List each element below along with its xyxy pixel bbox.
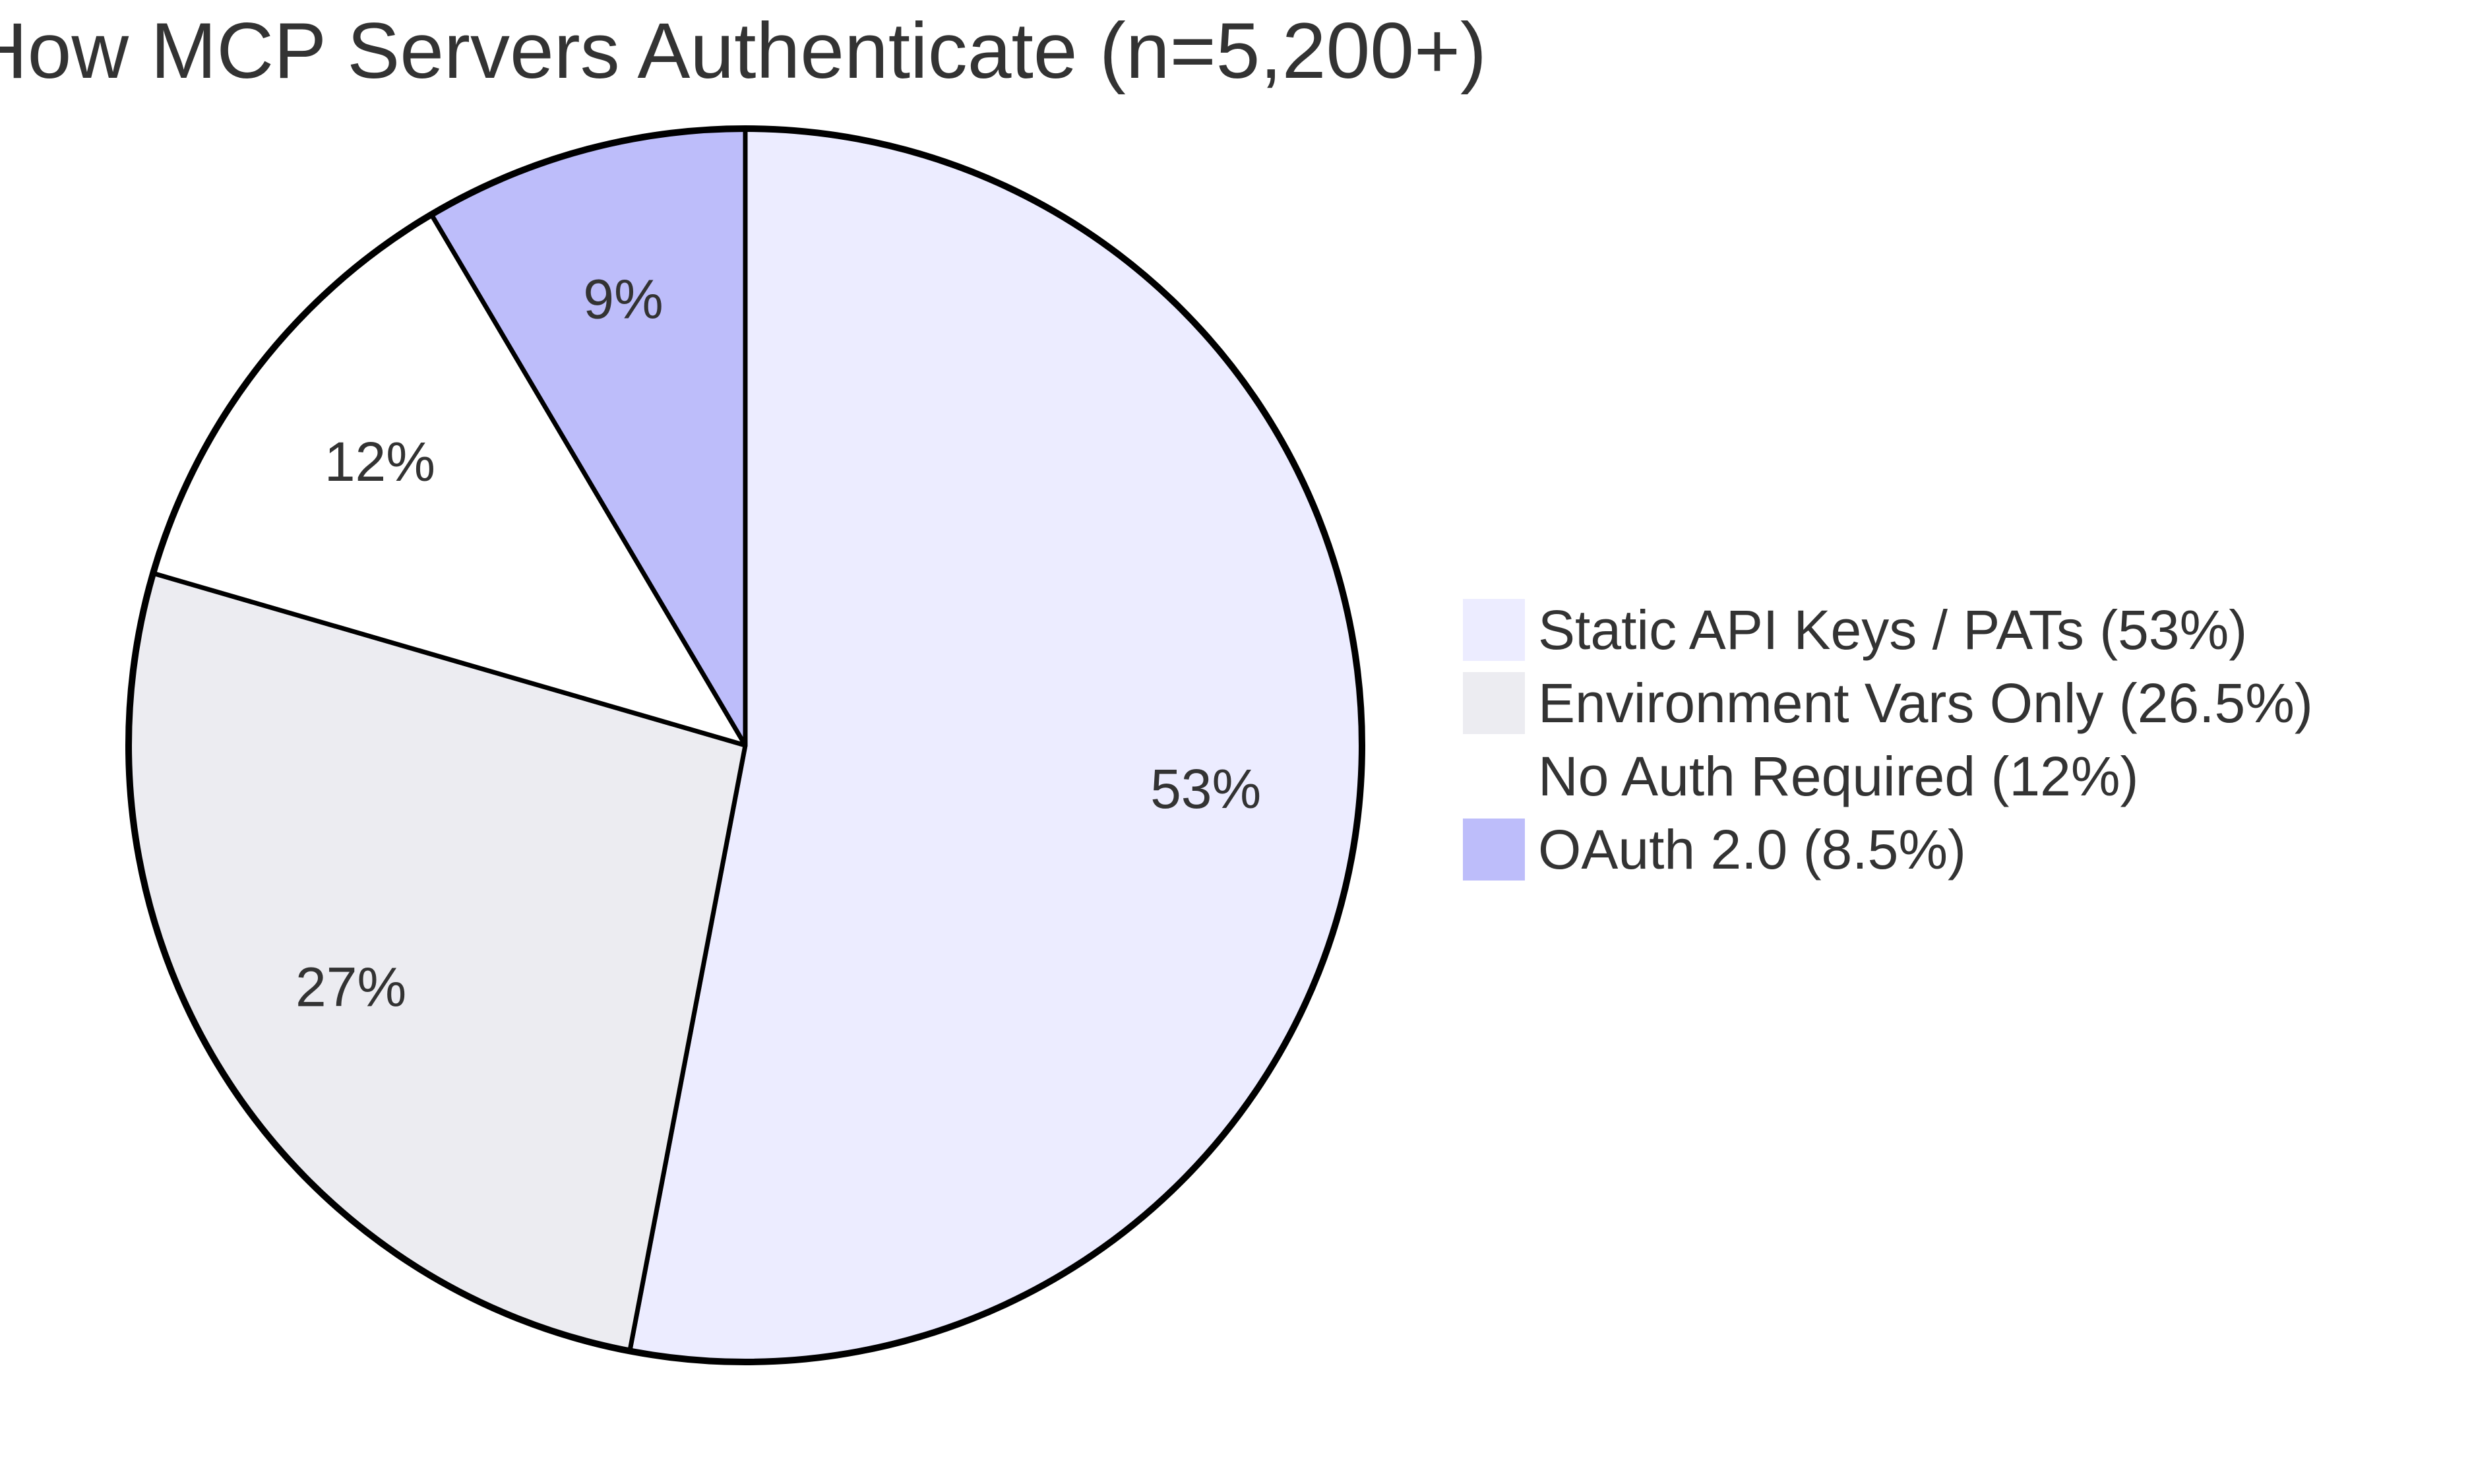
slice-percent-label: 9% [583,268,663,330]
legend: Static API Keys / PATs (53%) Environment … [1463,599,2313,881]
slice-percent-label: 27% [295,956,406,1018]
legend-swatch [1463,599,1525,661]
slice-labels: 53% 27% 12% 9% [295,268,1261,1018]
legend-label: Environment Vars Only (26.5%) [1538,672,2313,734]
legend-swatch [1463,672,1525,734]
legend-label: OAuth 2.0 (8.5%) [1538,819,1966,881]
legend-label: Static API Keys / PATs (53%) [1538,599,2247,661]
legend-swatch [1463,819,1525,881]
slice-percent-label: 53% [1150,758,1261,820]
legend-swatch [1463,745,1525,807]
slice-percent-label: 12% [324,431,435,493]
chart-title: How MCP Servers Authenticate (n=5,200+) [0,7,1487,95]
legend-label: No Auth Required (12%) [1538,745,2139,807]
pie-slices [126,126,1365,1365]
pie-outline [125,125,1365,1365]
